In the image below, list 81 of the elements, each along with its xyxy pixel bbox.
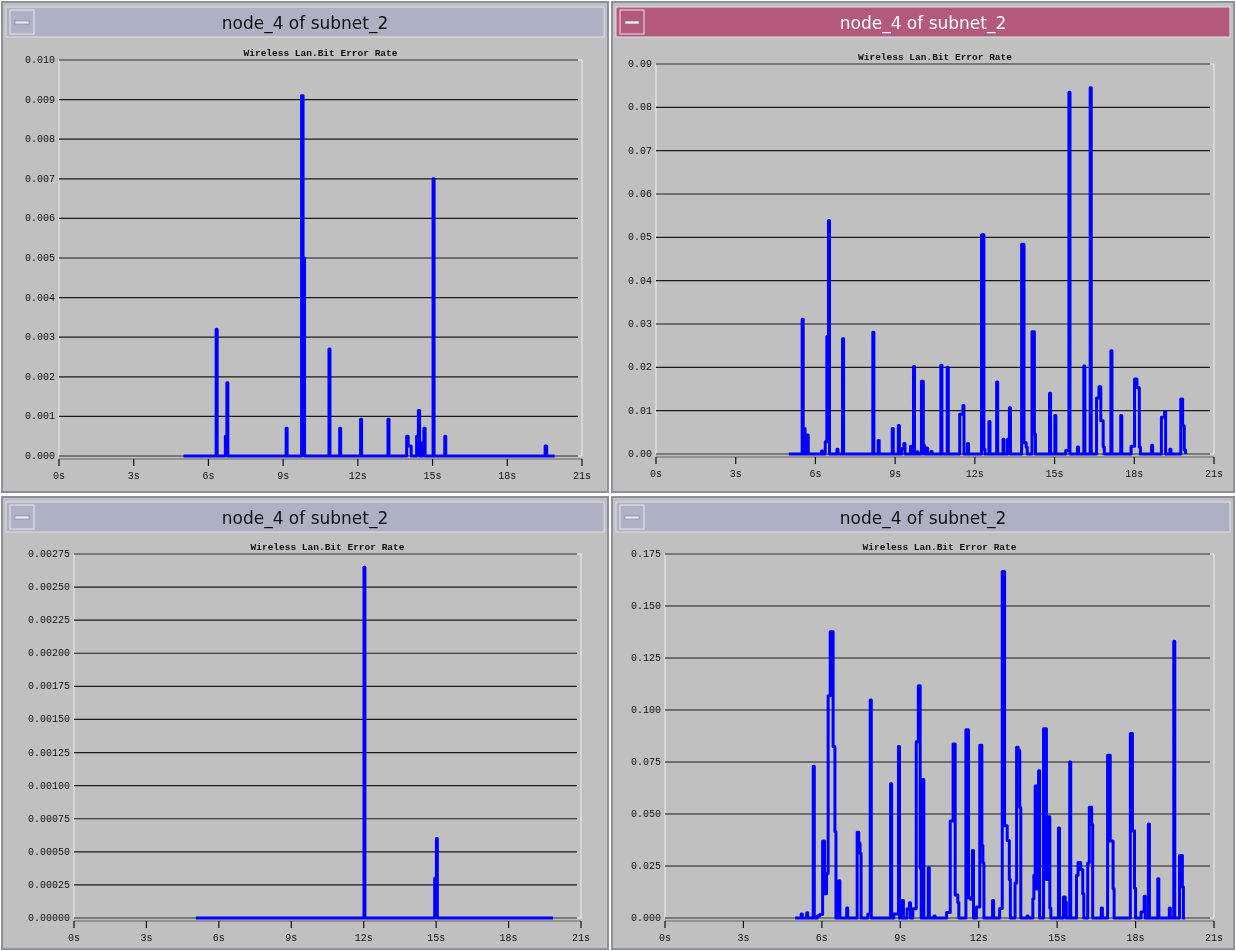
x-tick-label: 15s <box>1048 933 1067 944</box>
x-tick-label: 15s <box>427 933 446 944</box>
chart-title: node_4 of subnet_2 <box>839 13 1007 34</box>
x-tick-label: 3s <box>737 933 750 944</box>
x-tick-label: 15s <box>423 471 442 482</box>
y-tick-label: 0.075 <box>630 757 661 768</box>
y-tick-label: 0.01 <box>627 405 652 417</box>
x-tick-label: 3s <box>140 933 153 944</box>
y-tick-label: 0.00125 <box>27 747 70 759</box>
x-tick-label: 18s <box>499 933 518 944</box>
chart-subtitle: Wireless Lan.Bit Error Rate <box>250 542 405 553</box>
y-tick-label: 0.010 <box>24 55 55 66</box>
y-tick-label: 0.025 <box>630 861 661 872</box>
x-tick-label: 9s <box>894 933 907 944</box>
x-tick-label: 18s <box>498 471 517 482</box>
y-tick-label: 0.175 <box>630 549 661 560</box>
y-tick-label: 0.004 <box>24 292 55 304</box>
y-tick-label: 0.00050 <box>27 846 70 858</box>
y-tick-label: 0.005 <box>24 253 55 264</box>
x-tick-label: 18s <box>1126 933 1145 944</box>
y-tick-label: 0.00200 <box>27 648 70 660</box>
y-tick-label: 0.00250 <box>27 582 70 594</box>
x-tick-label: 0s <box>658 933 672 944</box>
y-tick-label: 0.050 <box>630 809 661 820</box>
y-tick-label: 0.150 <box>630 601 661 612</box>
x-tick-label: 0s <box>649 469 663 480</box>
x-tick-label: 12s <box>354 933 373 944</box>
y-tick-label: 0.00225 <box>27 615 70 627</box>
x-tick-label: 21s <box>571 933 591 944</box>
x-tick-label: 9s <box>277 471 290 482</box>
y-tick-label: 0.003 <box>24 332 55 344</box>
x-tick-label: 0s <box>52 471 66 482</box>
y-tick-label: 0.03 <box>627 319 652 330</box>
y-tick-label: 0.02 <box>627 362 652 374</box>
y-tick-label: 0.00150 <box>27 714 70 726</box>
x-tick-label: 0s <box>67 933 81 944</box>
y-tick-label: 0.00025 <box>27 879 70 891</box>
x-tick-label: 21s <box>572 471 592 482</box>
x-tick-label: 9s <box>889 469 902 480</box>
x-tick-label: 12s <box>969 933 988 944</box>
x-tick-label: 21s <box>1204 469 1224 480</box>
x-tick-label: 6s <box>202 471 215 482</box>
y-tick-label: 0.008 <box>24 134 55 146</box>
y-tick-label: 0.100 <box>630 705 661 716</box>
chart-subtitle: Wireless Lan.Bit Error Rate <box>858 52 1013 63</box>
y-tick-label: 0.00 <box>627 449 652 460</box>
y-tick-label: 0.009 <box>24 94 55 106</box>
y-tick-label: 0.125 <box>630 653 661 664</box>
y-tick-label: 0.07 <box>627 145 652 157</box>
y-tick-label: 0.000 <box>24 451 55 462</box>
y-tick-label: 0.00175 <box>27 681 70 693</box>
y-tick-label: 0.00075 <box>27 813 70 825</box>
chart-title: node_4 of subnet_2 <box>221 13 389 34</box>
y-tick-label: 0.09 <box>627 59 652 70</box>
y-tick-label: 0.000 <box>630 913 661 924</box>
y-tick-label: 0.001 <box>24 411 55 423</box>
x-tick-label: 3s <box>729 469 742 480</box>
y-tick-label: 0.007 <box>24 173 55 185</box>
y-tick-label: 0.002 <box>24 371 55 383</box>
y-tick-label: 0.006 <box>24 213 55 225</box>
x-tick-label: 6s <box>212 933 225 944</box>
y-tick-label: 0.05 <box>627 232 652 244</box>
x-tick-label: 12s <box>965 469 984 480</box>
y-tick-label: 0.00000 <box>27 913 70 924</box>
x-tick-label: 12s <box>348 471 367 482</box>
x-tick-label: 15s <box>1045 469 1064 480</box>
x-tick-label: 21s <box>1204 933 1224 944</box>
x-tick-label: 9s <box>285 933 298 944</box>
y-tick-label: 0.08 <box>627 102 652 114</box>
y-tick-label: 0.00100 <box>27 780 70 792</box>
y-tick-label: 0.04 <box>627 275 652 287</box>
chart-subtitle: Wireless Lan.Bit Error Rate <box>243 48 398 59</box>
x-tick-label: 18s <box>1125 469 1144 480</box>
y-tick-label: 0.00275 <box>27 549 70 560</box>
x-tick-label: 3s <box>127 471 140 482</box>
chart-title: node_4 of subnet_2 <box>221 508 389 529</box>
x-tick-label: 6s <box>815 933 828 944</box>
y-tick-label: 0.06 <box>627 189 652 200</box>
chart-title: node_4 of subnet_2 <box>839 508 1007 529</box>
x-tick-label: 6s <box>809 469 822 480</box>
chart-subtitle: Wireless Lan.Bit Error Rate <box>862 542 1017 553</box>
